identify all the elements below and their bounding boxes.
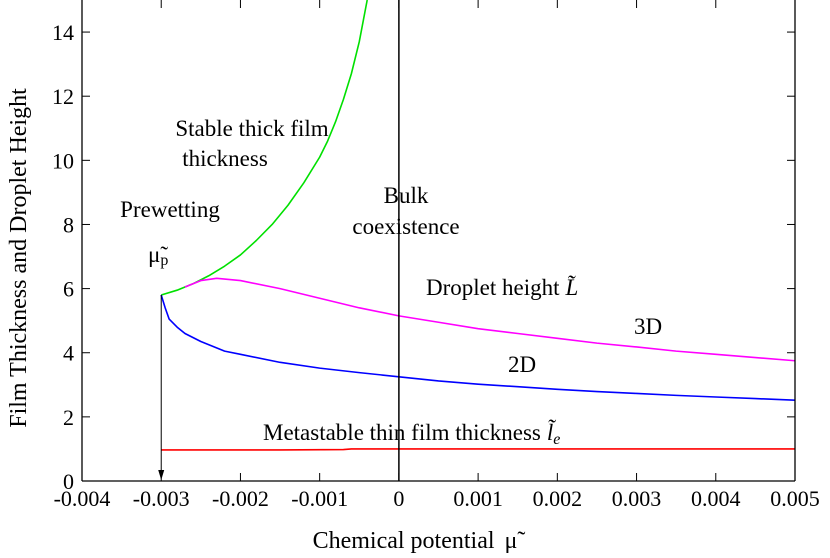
x-tick-label: -0.004 [54,486,111,511]
axes [81,0,796,482]
x-tick-label: 0 [393,486,404,511]
label-3d: 3D [634,314,662,339]
bulk-coexistence-label-line1: Bulk [384,183,429,208]
y-tick-label: 0 [63,469,74,494]
prewetting-label: Prewetting [120,197,220,222]
droplet-height-text: Droplet height [426,275,560,300]
ticks: -0.004 -0.003 -0.002 -0.001 0 0.001 0.002 0.003… [52,0,820,511]
y-tick-label: 8 [63,212,74,237]
bulk-coexistence-label-line2: coexistence [352,214,459,239]
series-line-2 [160,294,795,401]
y-tick-label: 12 [52,84,74,109]
label-2d: 2D [508,352,536,377]
y-tick-label: 4 [63,341,74,366]
x-tick-label: 0.002 [533,486,583,511]
vertical-lines [158,0,400,481]
metastable-text: Metastable thin film thickness [263,420,541,445]
metastable-symbol: l̃ [547,418,557,445]
plot-curves [160,0,795,451]
y-tick-label: 2 [63,405,74,430]
series-line-1 [184,277,795,362]
x-axis-label-symbol: μ̃ [505,528,526,554]
metastable-subscript: e [553,431,560,448]
x-tick-label: 0.001 [453,486,503,511]
mu-p-subscript: p [160,252,168,269]
stable-film-label-line1: Stable thick film [175,116,328,141]
x-axis-label: Chemical potential μ̃ [313,528,526,554]
stable-film-label-line2: thickness [182,146,268,171]
droplet-height-label: Droplet height L̃ [426,274,578,300]
x-axis-label-text: Chemical potential [313,528,495,554]
x-tick-label: -0.002 [212,486,269,511]
y-tick-label: 10 [52,148,74,173]
x-tick-label: 0.005 [770,486,820,511]
metastable-label: Metastable thin film thickness l̃e [263,418,560,448]
y-tick-label: 14 [52,20,74,45]
droplet-height-symbol: L̃ [565,274,579,300]
mu-p-label: μ̃p [148,242,168,269]
x-tick-label: -0.001 [291,486,348,511]
y-axis-label: Film Thickness and Droplet Height [6,88,32,428]
series-line-0 [160,0,368,296]
x-tick-label: -0.003 [133,486,190,511]
y-tick-label: 6 [63,277,74,302]
x-tick-label: 0.004 [691,486,741,511]
series-line-3 [161,448,795,451]
x-tick-label: 0.003 [612,486,662,511]
